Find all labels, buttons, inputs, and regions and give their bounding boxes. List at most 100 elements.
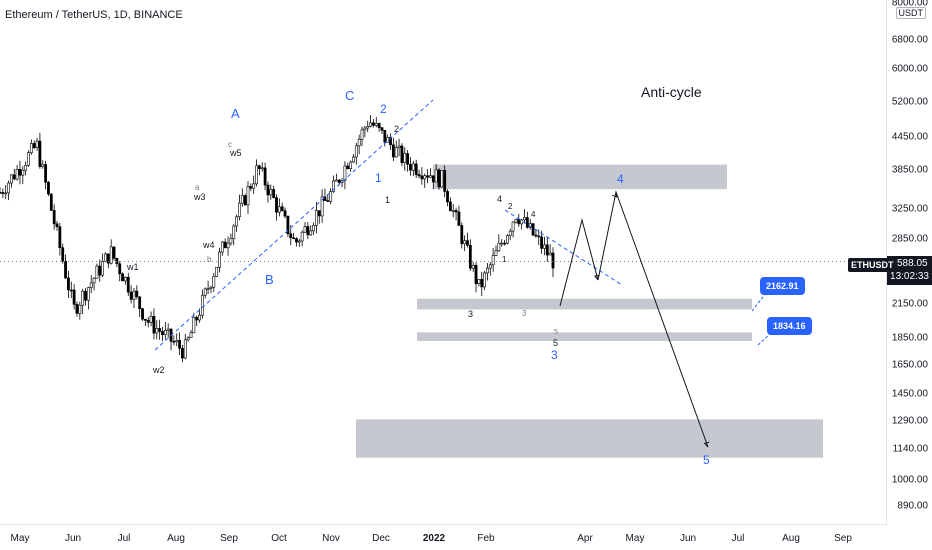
candle-body bbox=[417, 174, 421, 177]
candle-body bbox=[317, 210, 321, 217]
candle-body bbox=[260, 167, 264, 170]
wave-label-C: C bbox=[345, 88, 354, 103]
candle-body bbox=[386, 137, 390, 143]
candle-body bbox=[52, 210, 56, 225]
candle-body bbox=[315, 210, 318, 226]
x-tick-label: Aug bbox=[782, 533, 800, 544]
wave-label-c: c bbox=[228, 140, 232, 149]
current-price-value: 2588.05 bbox=[891, 258, 928, 269]
candle-body bbox=[468, 245, 472, 269]
candle-body bbox=[220, 241, 224, 253]
currency-badge[interactable]: USDT bbox=[895, 7, 926, 19]
candle-body bbox=[206, 288, 210, 291]
candle-body bbox=[149, 315, 153, 323]
candle-body bbox=[7, 182, 10, 194]
minor-label-2b: 2 bbox=[508, 202, 513, 211]
y-tick-label: 3250.00 bbox=[891, 203, 928, 215]
candle-body bbox=[312, 225, 315, 232]
x-tick-label: Aug bbox=[167, 533, 185, 544]
candle-body bbox=[218, 251, 221, 268]
candle-body bbox=[200, 294, 204, 316]
y-tick-label: 1450.00 bbox=[891, 388, 928, 400]
wave-label-w5: w5 bbox=[229, 148, 242, 158]
candle-body bbox=[132, 290, 136, 300]
x-tick-label: Sep bbox=[220, 533, 238, 544]
candle-body bbox=[101, 261, 105, 276]
candle-body bbox=[252, 183, 256, 189]
candle-body bbox=[129, 291, 133, 300]
candle-body bbox=[320, 196, 324, 217]
candle-body bbox=[1, 192, 5, 194]
y-tick-label: 1290.00 bbox=[891, 415, 928, 427]
wave-label-w4: w4 bbox=[202, 240, 215, 250]
candle-body bbox=[255, 165, 258, 185]
candle-body bbox=[89, 282, 93, 288]
candle-body bbox=[189, 332, 193, 339]
candle-body bbox=[531, 223, 535, 236]
candle-body bbox=[280, 206, 284, 211]
candle-body bbox=[223, 241, 227, 249]
candle-body bbox=[374, 123, 378, 126]
wave-label-w2: w2 bbox=[152, 365, 165, 375]
candle-body bbox=[383, 130, 387, 143]
candle-body bbox=[69, 289, 73, 292]
candle-body bbox=[178, 340, 181, 349]
candle-body bbox=[480, 279, 484, 288]
candle-body bbox=[49, 193, 53, 211]
callout-upper: 2162.91 bbox=[760, 277, 805, 295]
candle-body bbox=[372, 122, 375, 126]
time-axis[interactable]: May Jun Jul Aug Sep Oct Nov Dec 2022 Feb Apr May Jun… bbox=[0, 524, 887, 550]
candle-body bbox=[195, 317, 199, 321]
candle-body bbox=[86, 287, 90, 301]
candle-body bbox=[143, 318, 147, 321]
candle-body bbox=[98, 265, 102, 276]
candle-body bbox=[486, 267, 489, 274]
candle-body bbox=[286, 215, 290, 235]
candle-body bbox=[548, 252, 552, 256]
candle-body bbox=[4, 192, 8, 195]
candle-body bbox=[275, 197, 278, 213]
callout-lower: 1834.16 bbox=[767, 317, 812, 335]
x-tick-label: Sep bbox=[834, 533, 852, 544]
wave-label-w1: w1 bbox=[126, 262, 139, 272]
candle-body bbox=[238, 202, 241, 218]
candle-body bbox=[354, 145, 358, 158]
arrow-head bbox=[612, 191, 618, 198]
candle-body bbox=[457, 211, 461, 226]
candle-body bbox=[483, 272, 486, 288]
candle-body bbox=[27, 152, 30, 166]
candle-body bbox=[12, 174, 16, 180]
x-tick-label: Jun bbox=[679, 533, 697, 544]
candle-body bbox=[78, 304, 82, 314]
candle-body bbox=[249, 186, 253, 189]
candle-body bbox=[303, 226, 307, 233]
candle-body bbox=[520, 219, 524, 225]
bar-countdown: 13:02:33 bbox=[890, 271, 929, 282]
y-tick-label: 1140.00 bbox=[892, 443, 928, 455]
candle-body bbox=[35, 140, 39, 149]
candle-body bbox=[243, 195, 247, 206]
candle-body bbox=[429, 175, 432, 178]
candle-body bbox=[545, 244, 549, 256]
candle-body bbox=[454, 210, 458, 213]
candle-body bbox=[175, 340, 179, 342]
candle-body bbox=[181, 348, 184, 359]
candle-body bbox=[488, 264, 492, 269]
y-tick-label: 5200.00 bbox=[891, 96, 928, 108]
candle-body bbox=[106, 253, 110, 264]
candle-body bbox=[389, 137, 392, 146]
candle-body bbox=[183, 339, 187, 359]
candle-body bbox=[471, 264, 475, 269]
candle-body bbox=[451, 210, 455, 212]
arrow-head bbox=[703, 441, 710, 448]
candle-body bbox=[192, 317, 196, 334]
candle-body bbox=[349, 161, 353, 169]
wave-label-w3: w3 bbox=[193, 192, 206, 202]
candle-body bbox=[466, 240, 469, 246]
minor-label-4: 4 bbox=[497, 194, 502, 204]
callout-connector bbox=[751, 292, 767, 312]
candle-body bbox=[377, 123, 381, 128]
candle-body bbox=[161, 331, 164, 335]
